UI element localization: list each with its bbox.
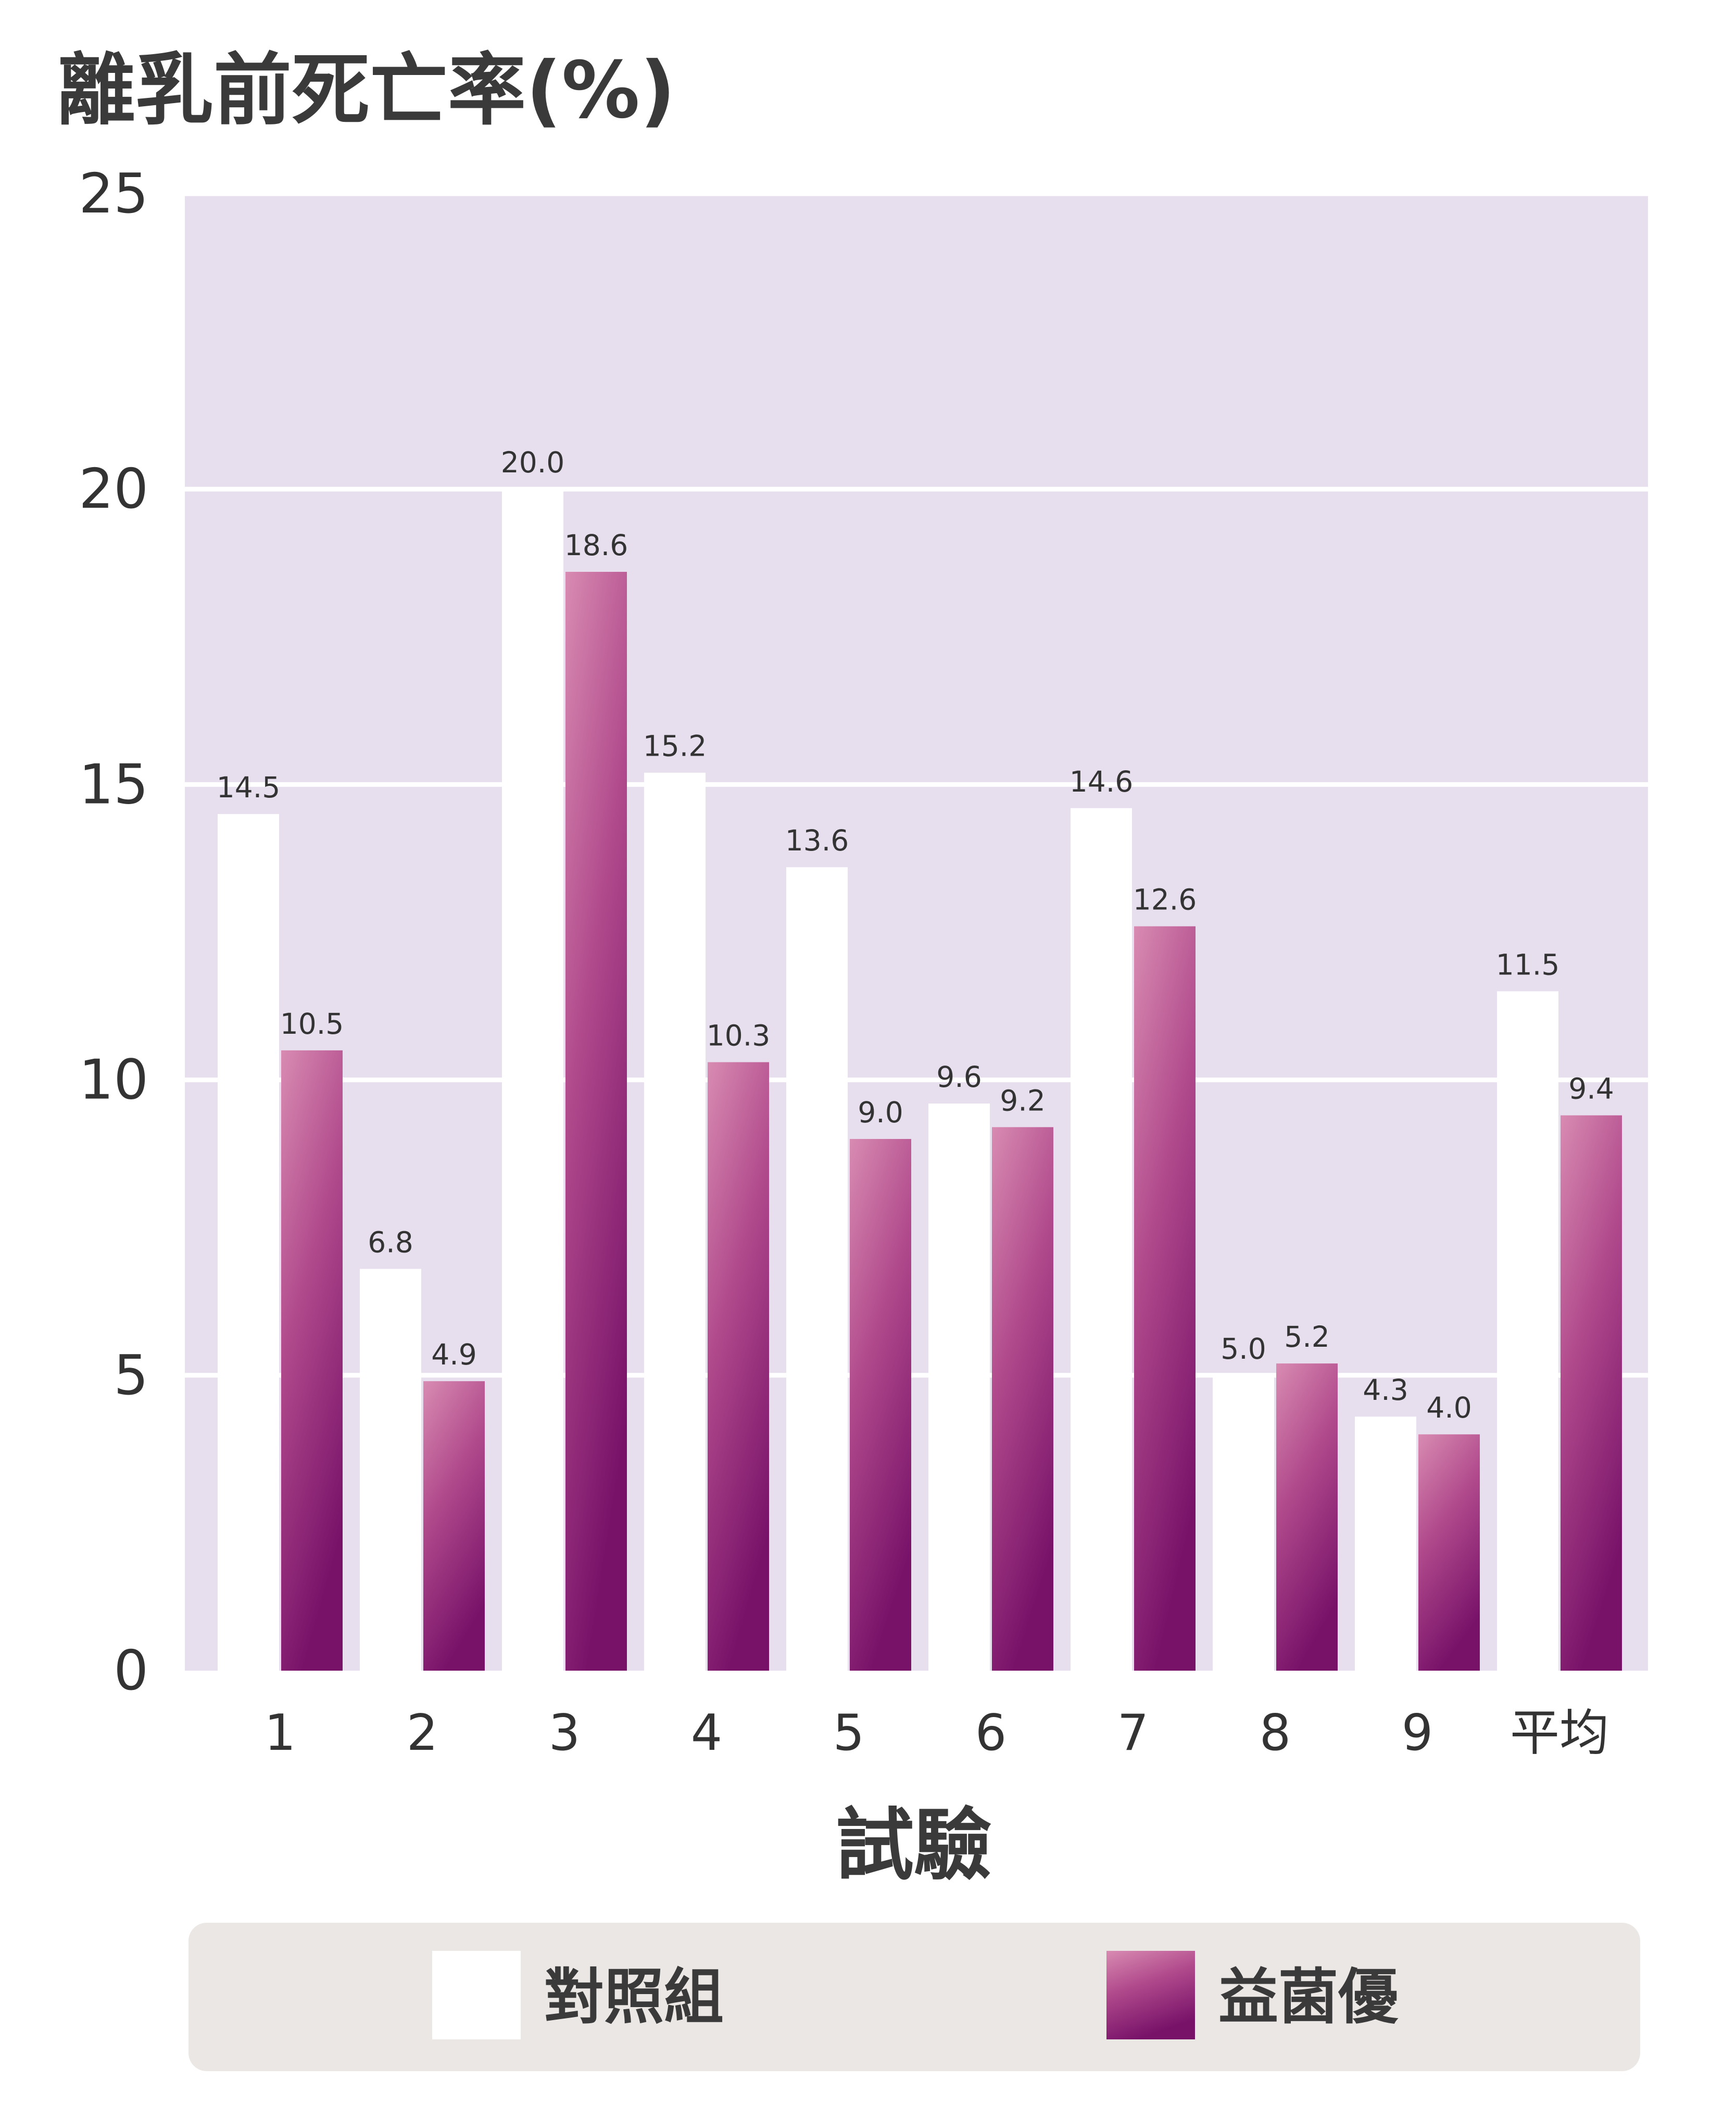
y-tick-label: 0	[114, 1639, 148, 1702]
legend-swatch-control	[432, 1951, 521, 2039]
data-label-treatment-8: 5.2	[1284, 1320, 1329, 1354]
x-tick-label: 8	[1260, 1705, 1291, 1762]
legend-background	[188, 1923, 1640, 2071]
y-tick-label: 15	[79, 753, 148, 816]
bar-treatment-4	[708, 1062, 769, 1671]
bar-control-4	[644, 772, 706, 1671]
data-label-control-4: 15.2	[643, 730, 707, 763]
x-axis-title: 試驗	[836, 1800, 992, 1891]
x-tick-label: 9	[1402, 1705, 1433, 1762]
gridlines	[185, 191, 1648, 1378]
data-label-treatment-7: 12.6	[1133, 883, 1197, 917]
data-label-control-8: 5.0	[1221, 1332, 1266, 1365]
data-label-treatment-6: 9.2	[1000, 1084, 1045, 1117]
bar-treatment-2	[423, 1381, 485, 1671]
data-label-treatment-9: 4.0	[1426, 1391, 1471, 1424]
data-label-control-1: 14.5	[217, 771, 280, 804]
bar-control-8	[1213, 1375, 1274, 1671]
bar-treatment-7	[1134, 926, 1196, 1671]
x-tick-label: 4	[691, 1705, 722, 1762]
bar-treatment-5	[850, 1139, 911, 1671]
bar-treatment-6	[992, 1127, 1053, 1671]
bar-treatment-3	[565, 572, 627, 1671]
data-label-treatment-3: 18.6	[564, 529, 628, 562]
x-tick-label: 2	[407, 1705, 438, 1762]
bar-treatment-9	[1418, 1434, 1480, 1671]
bar-control-3	[502, 489, 563, 1671]
data-label-treatment-5: 9.0	[858, 1096, 903, 1129]
data-label-control-5: 13.6	[785, 824, 849, 857]
bar-control-5	[786, 867, 848, 1671]
data-label-control-3: 20.0	[501, 446, 564, 479]
x-tick-label: 1	[265, 1705, 296, 1762]
legend-label-treatment: 益菌優	[1218, 1962, 1399, 2032]
legend-swatch-treatment	[1106, 1951, 1195, 2039]
data-label-control-9: 4.3	[1363, 1373, 1408, 1407]
bar-control-1	[218, 814, 279, 1671]
data-label-treatment-4: 10.3	[707, 1019, 770, 1052]
bar-control-平均	[1497, 991, 1558, 1671]
legend-label-control: 對照組	[544, 1962, 724, 2032]
bars	[218, 489, 1622, 1671]
legend: 對照組 益菌優	[188, 1923, 1640, 2071]
x-tick-label: 7	[1117, 1705, 1149, 1762]
x-tick-label: 5	[833, 1705, 864, 1762]
bar-control-6	[928, 1103, 990, 1671]
x-axis-ticks: 1 2 3 4 5 6 7 8 9 平均	[265, 1705, 1609, 1762]
bar-treatment-8	[1276, 1363, 1338, 1671]
bar-treatment-1	[281, 1050, 343, 1671]
y-tick-label: 5	[114, 1344, 148, 1407]
data-label-control-7: 14.6	[1070, 765, 1133, 798]
x-tick-label: 6	[975, 1705, 1007, 1762]
bar-control-2	[360, 1269, 421, 1671]
bar-control-9	[1355, 1417, 1416, 1671]
data-label-control-2: 6.8	[368, 1226, 413, 1259]
y-tick-label: 10	[79, 1048, 148, 1112]
y-tick-label: 20	[79, 457, 148, 521]
data-label-control-平均: 11.5	[1496, 948, 1559, 981]
y-axis-title: 離乳前死亡率(%)	[57, 45, 675, 136]
y-tick-label: 25	[79, 162, 148, 225]
data-label-control-6: 9.6	[936, 1060, 982, 1094]
bar-control-7	[1071, 808, 1132, 1671]
data-label-treatment-平均: 9.4	[1568, 1072, 1614, 1106]
data-labels: 14.5 10.5 6.8 4.9 20.0 18.6 15.2 10.3 13.6 9.0 9.6…	[217, 446, 1614, 1424]
x-tick-label: 平均	[1510, 1705, 1609, 1762]
bar-treatment-平均	[1561, 1115, 1622, 1671]
data-label-treatment-2: 4.9	[431, 1338, 476, 1371]
x-tick-label: 3	[549, 1705, 580, 1762]
data-label-treatment-1: 10.5	[280, 1007, 344, 1041]
y-axis-ticks: 0 5 10 15 20 25	[79, 162, 148, 1702]
